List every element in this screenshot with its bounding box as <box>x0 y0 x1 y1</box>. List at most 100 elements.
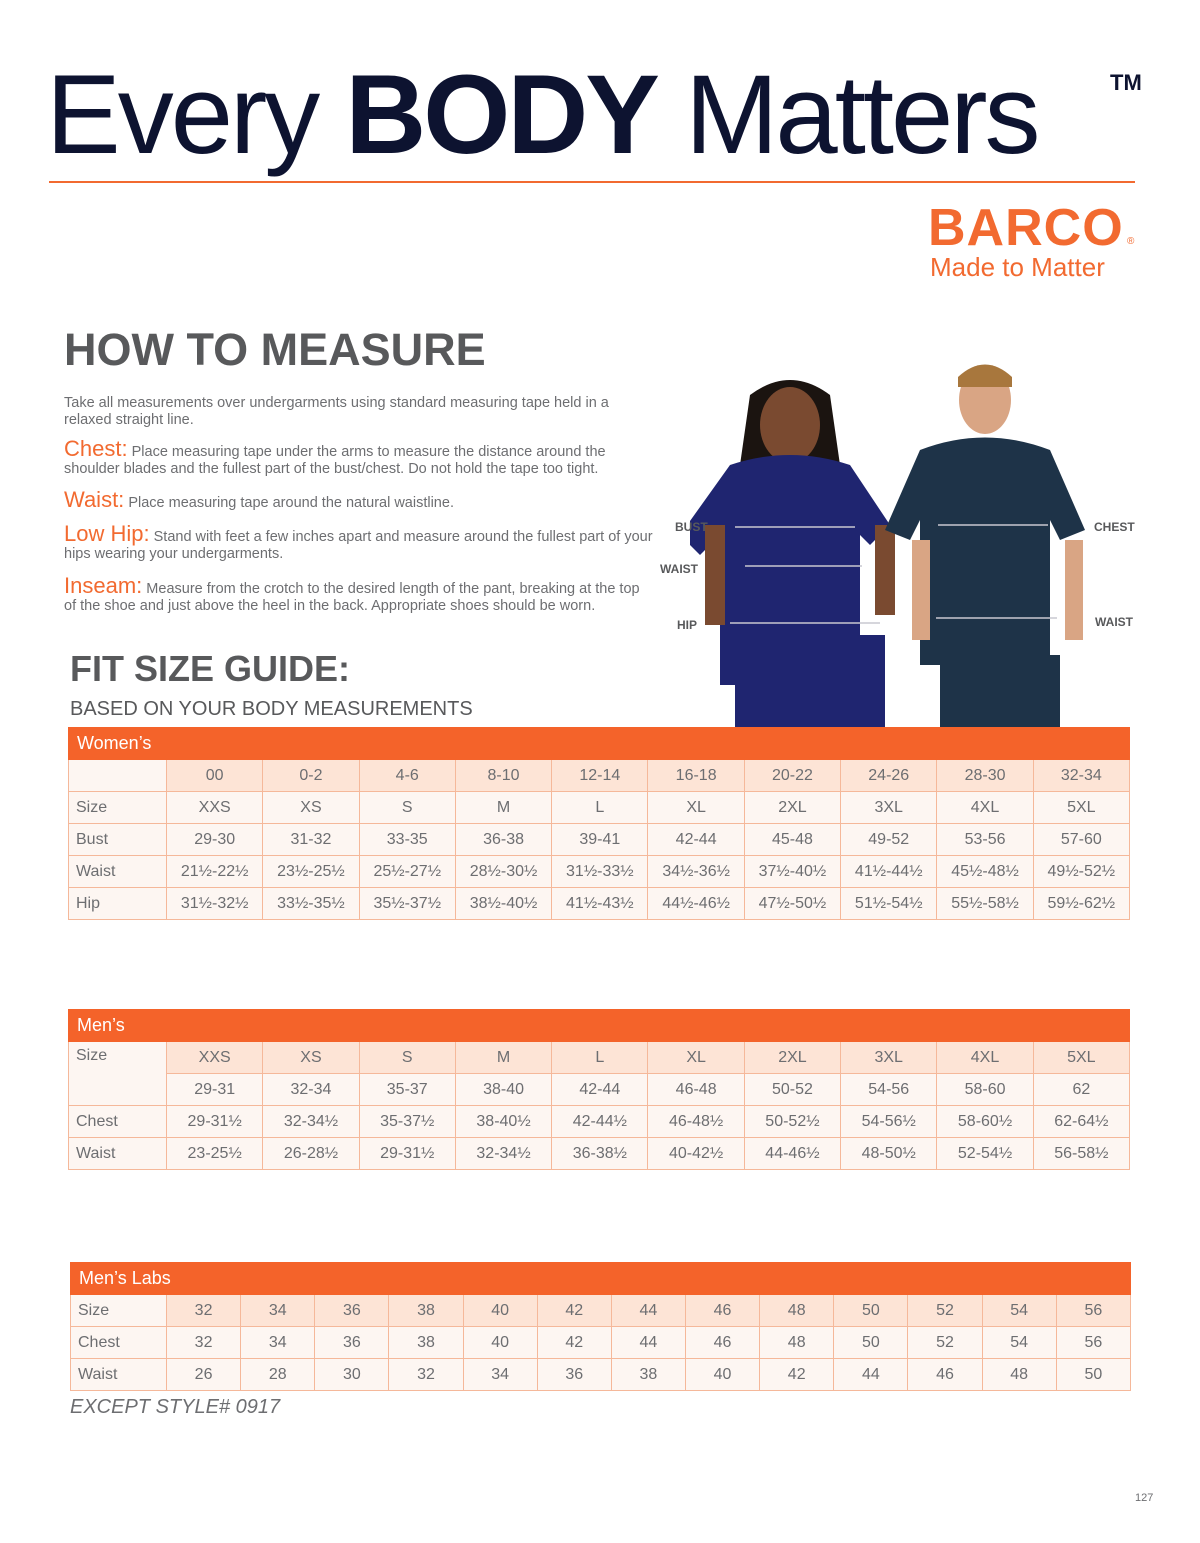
table-cell: 52 <box>907 1294 983 1327</box>
table-cell: 4XL <box>936 791 1034 824</box>
table-cell: 46-48 <box>647 1073 745 1106</box>
table-cell: 3XL <box>840 1041 938 1074</box>
table-cell: 35½-37½ <box>358 887 456 920</box>
table-cell: L <box>551 791 649 824</box>
table-cell: XS <box>262 791 360 824</box>
table-cell: 57-60 <box>1032 823 1131 856</box>
table-cell: 5XL <box>1032 1041 1131 1074</box>
hip-label: HIP <box>677 618 698 632</box>
table-caption-row: Men’s Labs <box>70 1262 1131 1295</box>
table-cell: 34 <box>240 1326 316 1359</box>
table-row: Chest 29-31½ 32-34½ 35-37½ 38-40½ 42-44½ 46-48… <box>68 1105 1131 1138</box>
table-cell: 54-56 <box>840 1073 938 1106</box>
table-cell: 2XL <box>743 1041 842 1074</box>
table-cell: 38 <box>610 1358 686 1391</box>
table-caption-row: Men’s <box>68 1009 1130 1042</box>
table-cell: 50 <box>833 1326 909 1359</box>
table-cell: 52-54½ <box>936 1137 1034 1170</box>
table-cell: 36 <box>314 1294 390 1327</box>
table-cell: 59½-62½ <box>1032 887 1131 920</box>
table-cell: 54-56½ <box>840 1105 938 1138</box>
table-cell: 46 <box>684 1294 761 1327</box>
table-cell: 2XL <box>743 791 842 824</box>
row-label: Waist <box>68 855 167 888</box>
table-row: Hip 31½-32½ 33½-35½ 35½-37½ 38½-40½ 41½-43½ 44… <box>68 887 1131 920</box>
table-cell: 41½-44½ <box>840 855 938 888</box>
mens-size-table: Men’s Size XXS XS S M L XL 2XL 3XL 4XL 5XL 29-31 32-3… <box>68 1009 1131 1170</box>
table-cell: 46-48½ <box>647 1105 745 1138</box>
row-label: Waist <box>70 1358 167 1391</box>
table-cell: 50 <box>833 1294 909 1327</box>
table-cell: 29-31½ <box>165 1105 264 1138</box>
table-cell: 32-34 <box>1032 759 1131 792</box>
table-cell: 46 <box>684 1326 761 1359</box>
waist-instruction: Waist: Place measuring tape around the n… <box>64 487 454 512</box>
table-cell: 29-30 <box>165 823 264 856</box>
table-cell: 40 <box>684 1358 761 1391</box>
table-cell: 48 <box>981 1358 1057 1391</box>
table-cell: 16-18 <box>647 759 745 792</box>
exception-note: EXCEPT STYLE# 0917 <box>70 1396 281 1418</box>
table-cell: 38 <box>388 1294 464 1327</box>
table-cell: 47½-50½ <box>743 887 842 920</box>
table-cell: 48-50½ <box>840 1137 938 1170</box>
table-cell: 38 <box>388 1326 464 1359</box>
table-caption: Men’s <box>68 1009 1130 1042</box>
table-cell: 5XL <box>1032 791 1131 824</box>
table-cell: 31½-33½ <box>551 855 649 888</box>
low-hip-instruction: Low Hip: Stand with feet a few inches ap… <box>64 521 653 563</box>
table-cell: 58-60 <box>936 1073 1034 1106</box>
table-row: Size 32 34 36 38 40 42 44 46 48 50 52 54 56 <box>70 1294 1132 1327</box>
table-cell: 42 <box>536 1326 612 1359</box>
table-cell: 42 <box>536 1294 612 1327</box>
fit-size-guide-subtitle: BASED ON YOUR BODY MEASUREMENTS <box>70 698 473 720</box>
table-cell: 44 <box>610 1326 686 1359</box>
table-cell: XS <box>262 1041 360 1074</box>
table-cell: 40-42½ <box>647 1137 745 1170</box>
waist-label-left: WAISt <box>660 562 698 576</box>
row-label: Bust <box>68 823 167 856</box>
table-cell: 33½-35½ <box>262 887 360 920</box>
table-cell: 58-60½ <box>936 1105 1034 1138</box>
table-cell: 52 <box>907 1326 983 1359</box>
table-cell: 50-52 <box>743 1073 842 1106</box>
table-cell: 26-28½ <box>262 1137 360 1170</box>
table-cell: 49-52 <box>840 823 938 856</box>
row-label: Chest <box>70 1326 167 1359</box>
numeric-size-row: 29-31 32-34 35-37 38-40 42-44 46-48 50-52 54-56… <box>69 1073 1131 1106</box>
table-cell: 26 <box>165 1358 242 1391</box>
table-cell: 37½-40½ <box>743 855 842 888</box>
table-cell: 32 <box>165 1294 242 1327</box>
table-cell: 44½-46½ <box>647 887 745 920</box>
table-cell: 55½-58½ <box>936 887 1034 920</box>
table-row: Bust 29-30 31-32 33-35 36-38 39-41 42-44 45-48 4… <box>68 823 1131 856</box>
table-cell: 3XL <box>840 791 938 824</box>
woman-figure <box>690 380 895 727</box>
table-cell: 41½-43½ <box>551 887 649 920</box>
table-cell: 36-38½ <box>551 1137 649 1170</box>
table-cell: 56 <box>1055 1294 1132 1327</box>
table-cell: XXS <box>165 791 264 824</box>
how-to-measure-title: HOW TO MEASURE <box>64 324 486 375</box>
table-cell: 35-37 <box>358 1073 456 1106</box>
table-cell: 25½-27½ <box>358 855 456 888</box>
table-cell: 40 <box>462 1294 538 1327</box>
numeric-size-row: 00 0-2 4-6 8-10 12-14 16-18 20-22 24-26 28-30 32-… <box>68 759 1131 792</box>
table-cell: 00 <box>165 759 264 792</box>
intro-text: Take all measurements over undergarments… <box>64 395 609 428</box>
table-cell: 20-22 <box>743 759 842 792</box>
table-cell: 53-56 <box>936 823 1034 856</box>
table-cell: 54 <box>981 1326 1057 1359</box>
table-cell: 50-52½ <box>743 1105 842 1138</box>
table-cell: 40 <box>462 1326 538 1359</box>
table-cell: 34 <box>240 1294 316 1327</box>
man-figure <box>885 364 1085 727</box>
table-cell: 23½-25½ <box>262 855 360 888</box>
divider <box>49 181 1135 183</box>
table-cell: 34½-36½ <box>647 855 745 888</box>
fit-size-guide-title: FIT SIZE GUIDE: <box>70 648 351 689</box>
table-cell: 32 <box>388 1358 464 1391</box>
table-cell: 21½-22½ <box>165 855 264 888</box>
table-cell: 4XL <box>936 1041 1034 1074</box>
